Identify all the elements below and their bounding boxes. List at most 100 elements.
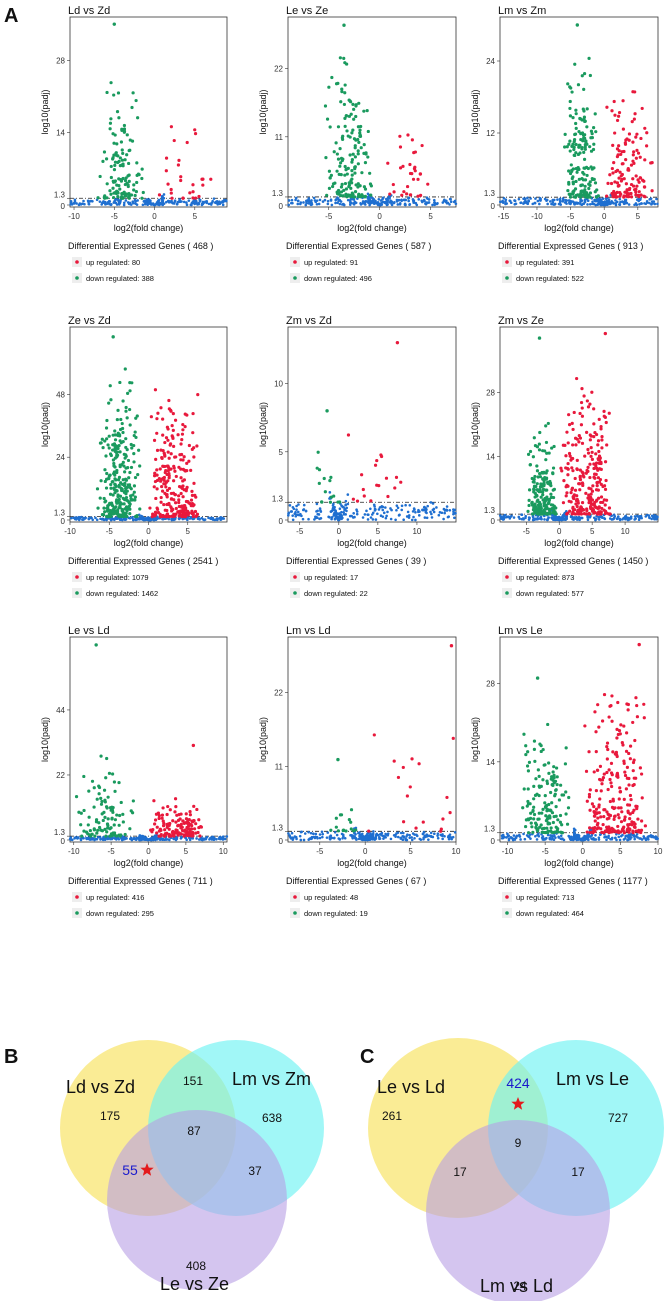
point-up	[163, 491, 167, 495]
point-up	[173, 493, 178, 497]
point-ns	[422, 198, 426, 202]
point-up	[611, 797, 615, 801]
point-ns	[70, 203, 74, 206]
point-down	[583, 195, 588, 199]
point-ns	[633, 837, 636, 841]
point-ns	[202, 518, 206, 522]
point-ns	[612, 513, 616, 517]
point-up	[592, 510, 596, 514]
point-down	[524, 824, 528, 829]
point-up	[157, 476, 161, 481]
point-up	[191, 514, 195, 519]
point-ns	[287, 512, 290, 515]
point-ns	[114, 201, 118, 205]
point-up	[155, 507, 160, 512]
point-down	[585, 107, 589, 111]
point-down	[115, 417, 119, 422]
point-up	[386, 494, 390, 499]
point-down	[332, 494, 336, 498]
point-ns	[98, 836, 102, 839]
x-tick-label: 5	[186, 527, 191, 536]
point-ns	[335, 833, 339, 837]
point-up	[190, 489, 194, 493]
point-down	[348, 153, 352, 157]
point-ns	[386, 199, 390, 203]
point-down	[538, 500, 542, 505]
point-up	[634, 190, 638, 194]
point-up	[618, 786, 622, 790]
point-up	[632, 150, 636, 154]
point-down	[108, 492, 113, 496]
point-up	[189, 498, 194, 502]
point-down	[563, 762, 568, 766]
point-up	[600, 434, 604, 439]
point-ns	[527, 835, 531, 839]
point-ns	[83, 202, 86, 206]
point-down	[87, 815, 91, 819]
point-up	[570, 486, 575, 490]
point-down	[587, 182, 591, 186]
point-up	[575, 376, 579, 381]
point-ns	[580, 516, 584, 520]
point-down	[547, 771, 551, 775]
point-up	[613, 113, 617, 117]
point-up	[635, 184, 639, 188]
point-ns	[401, 835, 404, 838]
point-ns	[352, 511, 355, 515]
point-ns	[454, 511, 457, 515]
point-down	[104, 157, 109, 161]
point-down	[553, 794, 557, 798]
point-down	[325, 117, 330, 121]
point-down	[362, 143, 366, 147]
venn-set-label: Le vs Ze	[160, 1274, 229, 1294]
legend-up-label: up regulated: 391	[516, 258, 574, 267]
point-up	[405, 794, 409, 798]
point-down	[593, 112, 597, 116]
point-down	[545, 779, 549, 783]
x-axis-label: log2(fold change)	[114, 858, 184, 868]
point-ns	[594, 203, 597, 207]
point-ns	[386, 510, 389, 514]
point-ns	[550, 202, 553, 206]
point-down	[536, 817, 540, 821]
point-down	[354, 104, 358, 108]
point-up	[179, 442, 183, 446]
point-down	[555, 829, 559, 833]
point-up	[621, 99, 625, 103]
point-down	[115, 468, 119, 473]
point-down	[115, 453, 119, 457]
point-ns	[518, 835, 522, 838]
point-down	[127, 179, 131, 183]
x-tick-label: 0	[581, 847, 586, 856]
point-ns	[326, 199, 330, 203]
point-down	[116, 494, 120, 499]
point-up	[613, 180, 617, 184]
point-down	[574, 121, 578, 126]
point-up	[186, 819, 190, 823]
point-down	[588, 145, 592, 149]
point-down	[132, 460, 136, 464]
point-ns	[605, 838, 608, 842]
point-down	[540, 811, 544, 815]
point-up	[189, 468, 193, 472]
point-up	[628, 744, 633, 748]
point-down	[544, 424, 548, 428]
point-down	[526, 509, 530, 513]
point-down	[348, 135, 352, 139]
point-ns	[446, 515, 450, 519]
points	[287, 23, 458, 207]
point-ns	[335, 511, 338, 515]
point-down	[583, 147, 587, 151]
point-ns	[343, 836, 347, 840]
point-up	[595, 498, 599, 502]
venn-region-abc: 87	[187, 1124, 201, 1138]
point-up	[588, 462, 592, 466]
point-down	[530, 825, 534, 829]
point-down	[106, 506, 110, 510]
point-ns	[145, 518, 149, 521]
point-ns	[656, 202, 659, 206]
point-ns	[586, 199, 590, 203]
point-down	[578, 194, 583, 198]
point-down	[127, 161, 131, 166]
